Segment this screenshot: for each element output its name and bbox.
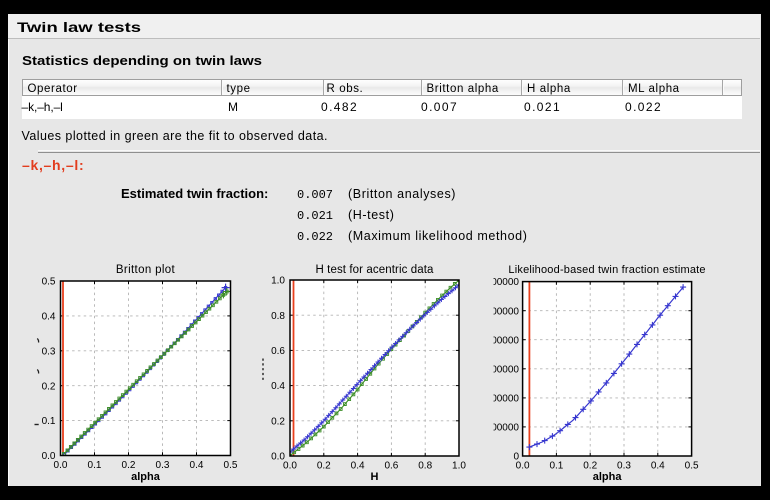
- svg-text:0.4: 0.4: [190, 460, 204, 471]
- svg-text:0.1: 0.1: [88, 460, 102, 471]
- svg-text:0.0: 0.0: [42, 451, 56, 462]
- svg-text:00000: 00000: [491, 423, 519, 434]
- svg-text:1.0: 1.0: [271, 276, 285, 287]
- svg-text:0.2: 0.2: [271, 416, 285, 427]
- svg-text:0.5: 0.5: [224, 460, 238, 471]
- svg-text:alpha: alpha: [131, 471, 161, 483]
- svg-text:H: H: [371, 471, 379, 483]
- svg-text:0.4: 0.4: [351, 461, 365, 472]
- svg-text:00000: 00000: [491, 335, 519, 346]
- svg-text:0.8: 0.8: [271, 311, 285, 322]
- svg-text:alpha: alpha: [593, 471, 623, 483]
- svg-text:Likelihood-based twin fraction: Likelihood-based twin fraction estimate: [508, 264, 705, 276]
- svg-text:0.1: 0.1: [42, 416, 56, 427]
- svg-text:0.2: 0.2: [122, 460, 136, 471]
- svg-text:0.6: 0.6: [271, 346, 285, 357]
- svg-text:0.0: 0.0: [283, 461, 297, 472]
- svg-text:0.5: 0.5: [42, 277, 56, 288]
- svg-text:0.0: 0.0: [516, 461, 530, 472]
- svg-text:0.2: 0.2: [42, 381, 56, 392]
- svg-text:0.4: 0.4: [651, 461, 665, 472]
- svg-text:0.0: 0.0: [271, 452, 285, 463]
- svg-text:Britton plot: Britton plot: [116, 264, 176, 276]
- svg-text:0.0: 0.0: [54, 460, 68, 471]
- svg-text:0.6: 0.6: [384, 461, 398, 472]
- svg-text:0.4: 0.4: [271, 381, 285, 392]
- svg-text:0.4: 0.4: [42, 312, 56, 323]
- svg-text:0: 0: [513, 452, 519, 463]
- svg-text:0.2: 0.2: [583, 461, 597, 472]
- svg-text:0.5: 0.5: [685, 461, 699, 472]
- svg-text:00000: 00000: [491, 394, 519, 405]
- svg-text:1.0: 1.0: [452, 461, 466, 472]
- svg-text:00000: 00000: [491, 277, 519, 288]
- svg-text:0.1: 0.1: [549, 461, 563, 472]
- svg-text:00000: 00000: [491, 306, 519, 317]
- svg-text:0.2: 0.2: [317, 461, 331, 472]
- svg-text:0.8: 0.8: [418, 461, 432, 472]
- svg-text:0.3: 0.3: [156, 460, 170, 471]
- svg-text:0.3: 0.3: [617, 461, 631, 472]
- svg-text:0.3: 0.3: [42, 346, 56, 357]
- svg-text:H test for acentric data: H test for acentric data: [315, 264, 434, 276]
- svg-text:00000: 00000: [491, 364, 519, 375]
